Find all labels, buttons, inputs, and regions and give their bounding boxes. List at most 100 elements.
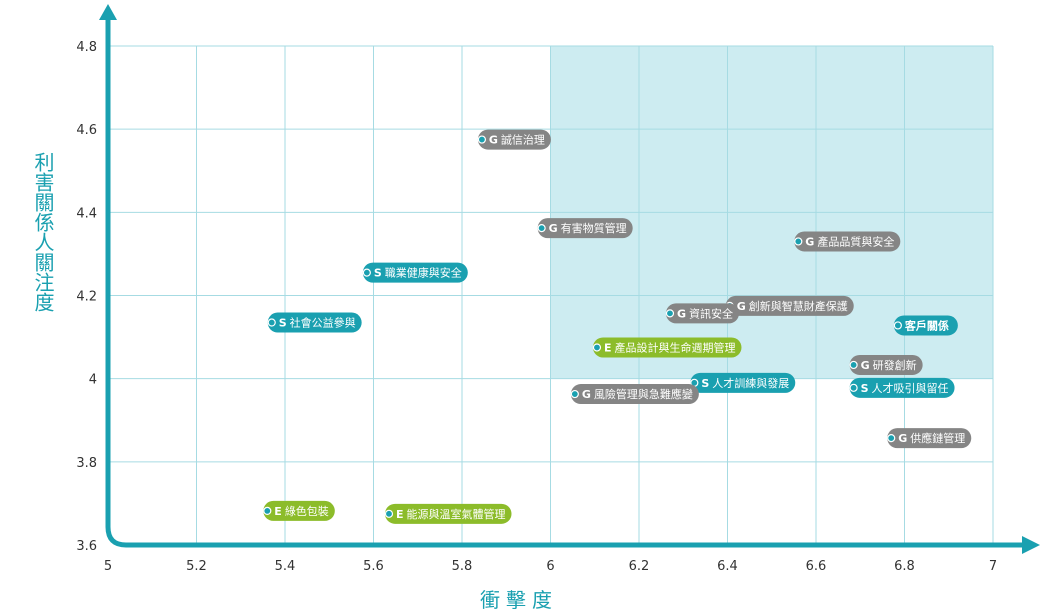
point-marker: [362, 268, 371, 277]
point-category: S: [701, 377, 709, 390]
point-label-pill: [887, 428, 972, 449]
point-label-pill: [362, 262, 468, 283]
y-axis-arrow: [99, 4, 117, 20]
point-marker: [263, 506, 272, 516]
x-tick-label: 5.4: [275, 559, 296, 574]
point-label-pill: [893, 315, 958, 336]
y-axis-label: 利害關係人關注度: [31, 152, 55, 312]
data-point: E 綠色包裝: [263, 500, 335, 521]
x-tick-label: 5.2: [186, 559, 207, 574]
point-label: E 能源與溫室氣體管理: [396, 507, 506, 521]
point-label: G 研發創新: [861, 358, 917, 372]
point-marker: [849, 383, 858, 392]
y-tick-labels: 3.6 3.8 4 4.2 4.4 4.6 4.8: [76, 40, 97, 554]
point-marker: [592, 343, 602, 352]
point-category: G: [805, 235, 814, 248]
data-point: G 有害物質管理: [537, 218, 633, 239]
y-tick-label: 3.8: [76, 456, 97, 471]
point-marker: [570, 389, 579, 399]
x-tick-label: 5.8: [452, 559, 473, 574]
point-label: 客戶關係: [904, 318, 949, 332]
point-label: G 供應鏈管理: [898, 431, 965, 445]
point-category: G: [677, 307, 686, 320]
x-tick-label: 6.4: [717, 559, 738, 574]
point-label-pill: [794, 231, 901, 252]
point-label: S 人才訓練與發展: [701, 376, 789, 390]
data-point: G 風險管理與急難應變: [570, 384, 699, 405]
point-label-pill: [384, 503, 512, 524]
point-marker: [665, 309, 675, 318]
y-tick-label: 4.2: [76, 290, 97, 305]
axis-lines: [105, 15, 1027, 548]
data-point: G 資訊安全: [665, 303, 740, 324]
point-category: G: [737, 300, 746, 313]
point-category: S: [861, 382, 869, 395]
point-label: G 創新與智慧財產保護: [737, 299, 848, 313]
data-point: G 誠信治理: [477, 129, 551, 150]
data-point: G 產品品質與安全: [794, 231, 901, 252]
point-category: S: [279, 317, 287, 330]
y-tick-label: 4.6: [76, 123, 97, 138]
point-label-pill: [263, 500, 335, 521]
data-point: G 研發創新: [849, 354, 923, 375]
y-tick-label: 4.8: [76, 40, 97, 55]
x-axis-arrow: [1022, 536, 1040, 554]
point-category: G: [582, 388, 591, 401]
point-name: 職業健康與安全: [385, 266, 462, 280]
point-label-pill: [570, 384, 699, 405]
point-name: 社會公益參與: [290, 316, 356, 330]
point-label-pill: [690, 372, 796, 393]
point-name: 人才訓練與發展: [712, 376, 789, 390]
point-category: E: [274, 505, 282, 518]
point-label: G 產品品質與安全: [805, 234, 894, 248]
point-category: E: [396, 508, 404, 521]
point-category: S: [374, 267, 382, 280]
point-marker: [267, 318, 276, 327]
point-marker: [537, 224, 546, 233]
point-marker: [849, 360, 858, 370]
point-category: G: [549, 222, 558, 235]
point-label: E 產品設計與生命週期管理: [604, 340, 736, 354]
point-category: E: [604, 341, 612, 354]
grid-lines: [108, 45, 994, 545]
point-name: 資訊安全: [689, 306, 733, 320]
point-label: S 社會公益參與: [279, 316, 356, 330]
point-name: 產品品質與安全: [817, 234, 894, 248]
x-tick-label: 5: [104, 559, 112, 574]
point-label-pill: [477, 129, 551, 150]
point-name: 有害物質管理: [561, 221, 627, 235]
point-name: 誠信治理: [501, 133, 545, 147]
point-label-pill: [592, 337, 742, 358]
data-point: E 產品設計與生命週期管理: [592, 337, 742, 358]
x-axis-label: 衝擊度: [480, 588, 558, 612]
data-point: G 供應鏈管理: [887, 428, 972, 449]
x-tick-label: 6.2: [629, 559, 650, 574]
data-point: S 職業健康與安全: [362, 262, 468, 283]
point-label: G 資訊安全: [677, 306, 733, 320]
x-tick-label: 7: [989, 559, 997, 574]
x-tick-label: 6: [546, 559, 554, 574]
point-name: 產品設計與生命週期管理: [614, 340, 735, 354]
point-name: 供應鏈管理: [910, 431, 965, 445]
point-marker: [893, 321, 902, 330]
x-tick-label: 6.6: [806, 559, 827, 574]
point-label: G 有害物質管理: [549, 221, 627, 235]
point-label: S 職業健康與安全: [374, 266, 462, 280]
point-name: 創新與智慧財產保護: [749, 299, 848, 313]
point-name: 風險管理與急難應變: [594, 387, 693, 401]
point-name: 能源與溫室氣體管理: [407, 507, 506, 521]
axes: [99, 4, 1040, 554]
point-category: G: [489, 134, 498, 147]
data-point: E 能源與溫室氣體管理: [384, 503, 512, 524]
y-tick-label: 4: [89, 373, 97, 388]
point-marker: [477, 135, 487, 144]
point-label: E 綠色包裝: [274, 504, 329, 518]
point-label: S 人才吸引與留任: [861, 381, 949, 395]
data-point: G 創新與智慧財產保護: [725, 295, 854, 316]
point-label-pill: [849, 354, 923, 375]
x-tick-label: 6.8: [894, 559, 915, 574]
point-name: 客戶關係: [904, 318, 949, 332]
data-point: S 社會公益參與: [267, 312, 362, 333]
